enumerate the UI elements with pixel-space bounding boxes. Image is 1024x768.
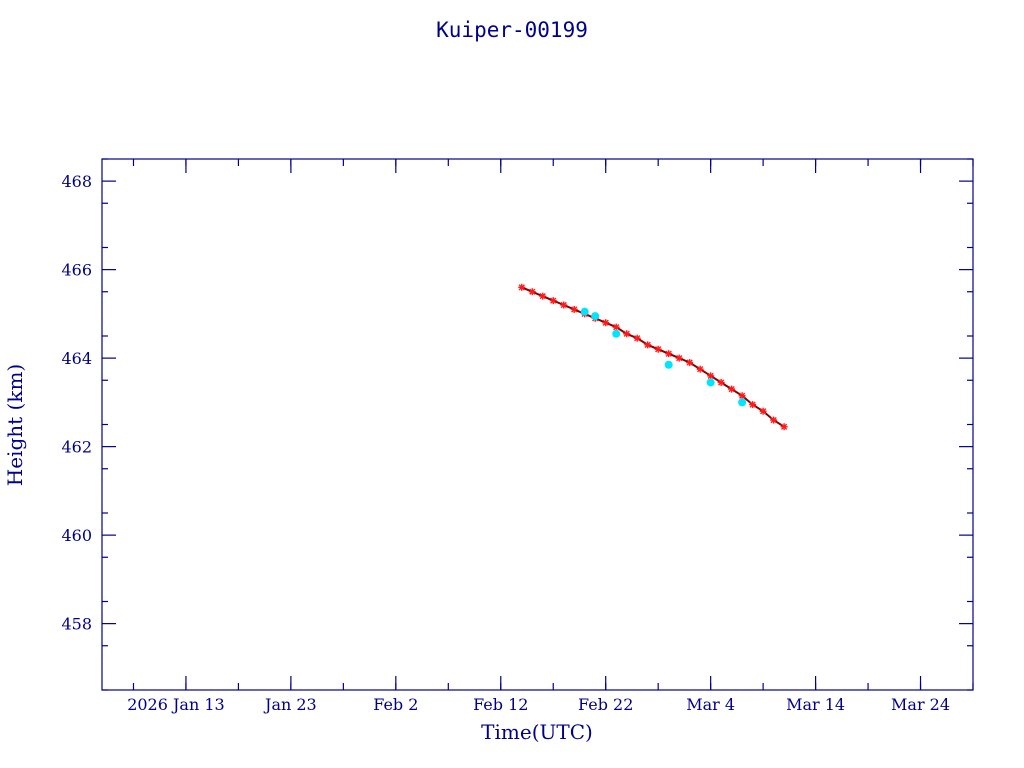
- point-stroke: [665, 350, 672, 357]
- data-point: [602, 319, 610, 327]
- data-point: [759, 407, 767, 415]
- data-point: [612, 323, 620, 331]
- data-point: [580, 307, 589, 316]
- data-point: [738, 392, 746, 400]
- x-tick-label: Mar 24: [891, 695, 950, 714]
- point-stroke: [560, 301, 567, 309]
- data-point: [707, 372, 715, 380]
- point-stroke: [697, 366, 704, 373]
- data-point: [686, 359, 694, 367]
- point-stroke: [676, 355, 683, 362]
- data-point: [665, 350, 673, 358]
- data-point: [591, 312, 600, 321]
- x-tick-label: Feb 12: [473, 695, 528, 714]
- data-point: [675, 354, 683, 362]
- point-stroke: [571, 306, 578, 313]
- point-stroke: [518, 284, 525, 291]
- data-point: [706, 378, 715, 387]
- point-stroke: [550, 297, 557, 304]
- x-tick-label: Feb 2: [373, 695, 418, 714]
- point-stroke: [602, 319, 609, 326]
- data-point: [528, 288, 536, 296]
- point-stroke: [739, 392, 746, 399]
- data-point: [623, 330, 631, 338]
- point-stroke: [707, 372, 714, 379]
- point-stroke: [686, 359, 693, 366]
- point-stroke: [718, 379, 725, 386]
- data-point: [612, 329, 621, 338]
- data-point: [644, 341, 652, 349]
- y-tick-label: 468: [61, 172, 92, 191]
- data-point: [518, 283, 526, 291]
- x-tick-label: Mar 4: [686, 695, 735, 714]
- point-stroke: [623, 330, 630, 337]
- y-tick-label: 464: [61, 349, 92, 368]
- data-point: [749, 401, 757, 409]
- y-ticks: 458 460 462 464 466 468: [61, 158, 973, 691]
- y-axis-label: Height (km): [3, 364, 27, 486]
- data-point: [717, 378, 725, 386]
- data-point: [560, 301, 568, 309]
- series-layer: [518, 283, 788, 431]
- point-stroke: [749, 401, 756, 408]
- x-tick-label: 2026 Jan 13: [127, 695, 225, 714]
- data-point: [549, 297, 557, 305]
- data-point: [654, 345, 662, 353]
- data-point: [633, 334, 641, 342]
- x-tick-label: Mar 14: [786, 695, 845, 714]
- y-tick-label: 462: [61, 438, 92, 457]
- x-tick-label: Jan 23: [263, 695, 317, 714]
- point-stroke: [539, 293, 546, 300]
- data-point: [696, 365, 704, 373]
- point-stroke: [780, 423, 788, 430]
- point-stroke: [634, 335, 641, 342]
- point-stroke: [644, 341, 651, 348]
- point-stroke: [770, 416, 777, 424]
- y-tick-label: 466: [61, 261, 92, 280]
- data-point: [780, 423, 788, 431]
- point-stroke: [529, 288, 536, 295]
- point-stroke: [613, 324, 620, 331]
- x-axis-label: Time(UTC): [481, 720, 593, 744]
- chart-title: Kuiper-00199: [436, 18, 588, 42]
- x-tick-label: Feb 22: [578, 695, 633, 714]
- point-stroke: [728, 385, 735, 393]
- data-point: [570, 305, 578, 313]
- y-tick-label: 458: [61, 615, 92, 634]
- data-point: [738, 398, 747, 407]
- y-tick-label: 460: [61, 526, 92, 545]
- data-point: [728, 385, 736, 393]
- x-ticks: 2026 Jan 13 Jan 23 Feb 2 Feb 12 Feb 22 Mar 4 M…: [127, 159, 974, 714]
- data-point: [539, 292, 547, 300]
- series-line: [521, 286, 785, 428]
- point-stroke: [760, 408, 767, 415]
- data-point: [664, 360, 673, 369]
- point-stroke: [655, 346, 662, 353]
- data-point: [770, 416, 778, 424]
- plot-frame: [101, 158, 974, 691]
